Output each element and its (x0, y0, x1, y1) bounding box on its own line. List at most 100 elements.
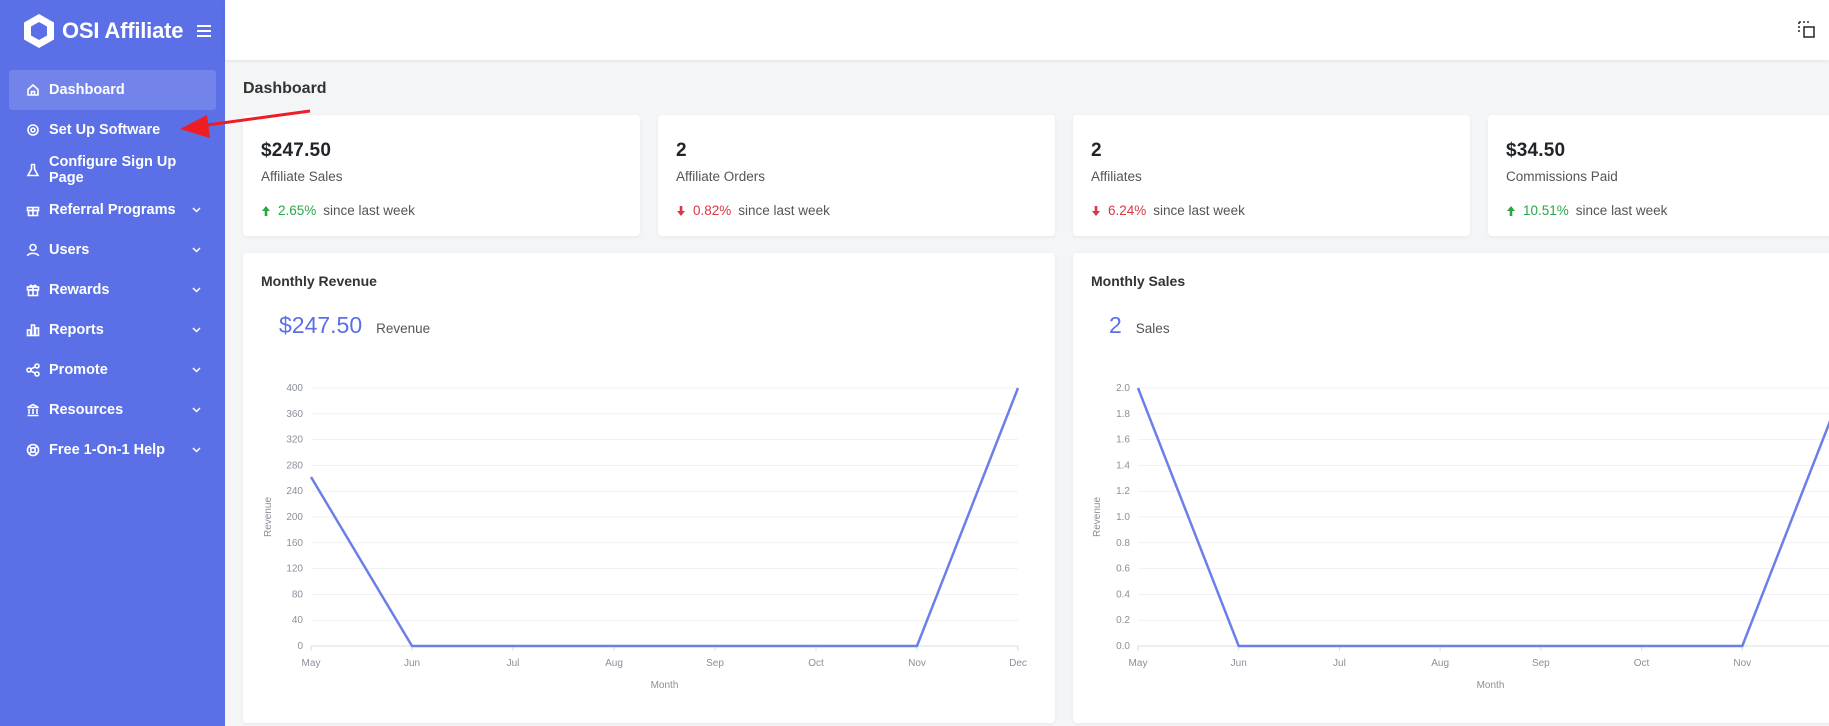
x-tick-label: Dec (1009, 658, 1027, 669)
sidebar-item-label: Referral Programs (49, 202, 176, 218)
x-tick-label: Sep (1532, 658, 1550, 669)
sidebar-item-label: Reports (49, 322, 104, 338)
settings-icon (25, 122, 41, 138)
sidebar-item-label: Dashboard (49, 82, 125, 98)
sidebar-item-configure-sign-up-page[interactable]: Configure Sign Up Page (9, 150, 216, 190)
x-tick-label: Oct (808, 658, 824, 669)
y-tick-label: 200 (286, 512, 303, 523)
sales-line-chart: 0.0 0.2 0.4 0.6 0.8 1.0 1.2 1.4 1.6 1.8 2.0 May Jun J… (1092, 383, 1829, 691)
stat-change: 6.24% since last week (1091, 203, 1452, 218)
stat-change-period: since last week (738, 203, 830, 218)
y-tick-label: 320 (286, 435, 303, 446)
x-tick-label: May (1129, 658, 1148, 669)
stat-value: 2 (676, 140, 687, 161)
stat-change-period: since last week (1153, 203, 1245, 218)
stat-change-period: since last week (1575, 203, 1668, 218)
x-tick-label: Nov (908, 658, 926, 669)
y-tick-label: 0.6 (1116, 564, 1130, 575)
stat-change-period: since last week (323, 203, 415, 218)
x-tick-label: Sep (706, 658, 724, 669)
chart-summary-value: 2 (1109, 312, 1122, 338)
sidebar-item-label: Resources (49, 402, 124, 418)
user-icon (25, 242, 41, 258)
arrow-down-icon (676, 205, 686, 217)
stat-label: Affiliate Sales (261, 169, 343, 184)
y-tick-label: 40 (292, 615, 304, 626)
y-tick-label: 1.0 (1116, 512, 1130, 523)
x-tick-label: Jun (1231, 658, 1247, 669)
chevron-down-icon (190, 444, 202, 456)
y-tick-label: 160 (286, 538, 303, 549)
stat-value: $247.50 (261, 140, 332, 161)
sidebar-item-referral-programs[interactable]: Referral Programs (9, 190, 216, 230)
app-name: OSI Affiliate (62, 18, 184, 43)
sidebar-item-dashboard[interactable]: Dashboard (9, 70, 216, 110)
chart-title: Monthly Revenue (261, 273, 377, 289)
chevron-down-icon (190, 244, 202, 256)
x-tick-label: Oct (1634, 658, 1650, 669)
stat-value: $34.50 (1506, 140, 1566, 161)
fullscreen-icon[interactable] (1797, 20, 1817, 40)
arrow-down-icon (1091, 205, 1101, 217)
series-line (1136, 387, 1829, 648)
stat-label: Affiliates (1091, 169, 1142, 184)
page-title: Dashboard (243, 80, 327, 97)
sidebar-item-set-up-software[interactable]: Set Up Software (9, 110, 216, 150)
sidebar: OSI Affiliate Dashboard Set Up Software … (0, 0, 225, 726)
sidebar-item-free-help[interactable]: Free 1-On-1 Help (9, 430, 216, 470)
chart-summary: $247.50 Revenue (279, 312, 1037, 339)
brand: OSI Affiliate (0, 0, 225, 62)
sidebar-item-label: Rewards (49, 282, 110, 298)
sidebar-item-users[interactable]: Users (9, 230, 216, 270)
chevron-down-icon (190, 284, 202, 296)
stat-card-affiliate-sales: $247.50 Affiliate Sales 2.65% since last… (243, 115, 640, 236)
arrow-up-icon (261, 205, 271, 217)
menu-toggle-icon[interactable] (197, 21, 212, 41)
y-tick-label: 1.6 (1116, 435, 1130, 446)
x-tick-label: May (302, 658, 321, 669)
stat-value: 2 (1091, 140, 1102, 161)
chart-summary-value: $247.50 (279, 312, 363, 338)
gift-icon (25, 282, 41, 298)
chart-summary: 2 Sales (1109, 312, 1829, 339)
stat-change: 2.65% since last week (261, 203, 622, 218)
chevron-down-icon (190, 324, 202, 336)
y-tick-label: 240 (286, 486, 303, 497)
y-tick-label: 0 (297, 641, 303, 652)
share-icon (25, 362, 41, 378)
x-tick-label: Jul (1333, 658, 1346, 669)
sidebar-item-label: Users (49, 242, 90, 258)
hexagon-logo-icon (22, 13, 56, 49)
chart-summary-unit: Sales (1135, 321, 1170, 336)
x-tick-label: Jun (404, 658, 420, 669)
x-tick-label: Aug (1431, 658, 1449, 669)
series-line (309, 387, 1020, 648)
y-tick-label: 1.8 (1116, 409, 1130, 420)
sidebar-item-reports[interactable]: Reports (9, 310, 216, 350)
lifebuoy-icon (25, 442, 41, 458)
y-tick-label: 0.2 (1116, 615, 1130, 626)
sidebar-item-label: Set Up Software (49, 122, 161, 138)
flask-icon (25, 162, 41, 178)
bar-chart-icon (25, 322, 41, 338)
sidebar-item-label: Promote (49, 362, 108, 378)
chevron-down-icon (190, 204, 202, 216)
stat-change: 0.82% since last week (676, 203, 1037, 218)
y-tick-label: 0.8 (1116, 538, 1130, 549)
y-tick-label: 280 (286, 460, 303, 471)
y-tick-label: 400 (286, 383, 303, 394)
y-tick-label: 0.4 (1116, 589, 1130, 600)
stat-change: 10.51% since last week (1506, 203, 1829, 218)
y-axis-title: Revenue (1092, 497, 1103, 537)
home-icon (25, 82, 41, 98)
stat-card-affiliate-orders: 2 Affiliate Orders 0.82% since last week (658, 115, 1055, 236)
sidebar-item-resources[interactable]: Resources (9, 390, 216, 430)
y-tick-label: 1.4 (1116, 460, 1130, 471)
monthly-sales-card: Monthly Sales 2 Sales 0.0 0.2 0.4 0.6 0.8 1.0… (1073, 253, 1829, 723)
monthly-revenue-card: Monthly Revenue $247.50 Revenue 0 40 80 120… (243, 253, 1055, 723)
sidebar-item-promote[interactable]: Promote (9, 350, 216, 390)
top-header (225, 0, 1829, 60)
stat-card-commissions-paid: $34.50 Commissions Paid 10.51% since las… (1488, 115, 1829, 236)
y-tick-label: 120 (286, 564, 303, 575)
sidebar-item-rewards[interactable]: Rewards (9, 270, 216, 310)
